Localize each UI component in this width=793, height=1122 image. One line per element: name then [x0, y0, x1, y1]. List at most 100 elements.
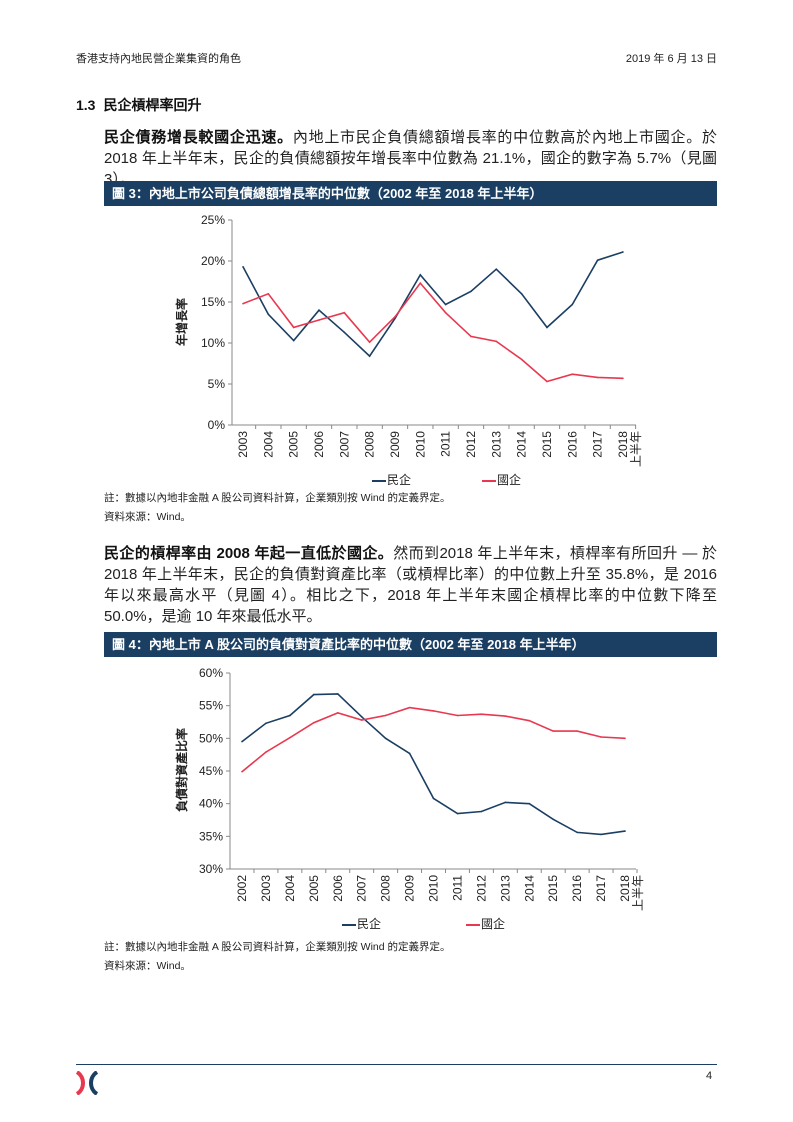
- data-point: [528, 802, 531, 805]
- data-point: [600, 833, 602, 836]
- x-tick-label-suffix: 上半年: [629, 431, 643, 467]
- y-tick-label: 35%: [199, 829, 223, 843]
- data-point: [289, 736, 291, 739]
- data-point: [336, 712, 339, 714]
- x-tick-label: 2004: [261, 431, 275, 458]
- data-point: [432, 797, 435, 800]
- data-point: [456, 812, 459, 815]
- data-point: [504, 801, 507, 804]
- y-tick-label: 45%: [199, 764, 223, 778]
- y-tick-label: 0%: [208, 418, 226, 432]
- document-date: 2019 年 6 月 13 日: [625, 53, 717, 65]
- data-point: [576, 730, 578, 732]
- legend-swatch: [482, 479, 496, 482]
- data-point: [432, 710, 435, 712]
- data-point: [336, 693, 339, 695]
- data-point: [313, 721, 315, 724]
- data-point: [318, 319, 320, 321]
- series-line-private: [242, 251, 624, 358]
- x-tick-label: 2005: [307, 875, 321, 902]
- figure-3-title: 圖 3：內地上市公司負債總額增長率的中位數（2002 年至 2018 年上半年）: [104, 181, 717, 206]
- series-line-state: [242, 281, 624, 383]
- x-tick-label: 2017: [591, 431, 605, 458]
- x-tick-label: 2007: [355, 875, 369, 902]
- data-point: [444, 311, 447, 314]
- x-tick-label: 2014: [522, 875, 536, 902]
- y-tick-label: 30%: [199, 862, 223, 876]
- paragraph-1-lead: 民企債務增長較國企迅速。: [104, 129, 293, 146]
- data-point: [267, 293, 270, 295]
- x-tick-label: 2017: [594, 875, 608, 902]
- data-point: [241, 770, 243, 773]
- section-title: 民企槓桿率回升: [103, 97, 202, 113]
- data-point: [546, 380, 548, 383]
- data-point: [318, 309, 320, 312]
- x-tick-label: 2005: [287, 431, 301, 458]
- paragraph-1-body: 內地上市民企負債總額增長率的中位數高於內地上市國企。於 2018 年上半年末，民…: [104, 129, 717, 188]
- x-tick-label: 2012: [464, 431, 478, 458]
- data-point: [343, 331, 346, 334]
- data-point: [394, 315, 396, 318]
- series-line-private: [241, 693, 626, 836]
- series-line-state: [241, 706, 626, 773]
- data-point: [289, 714, 291, 717]
- x-tick-label: 2004: [283, 875, 297, 902]
- x-tick-label: 2003: [259, 875, 273, 902]
- x-tick-label: 2018: [618, 875, 632, 902]
- data-point: [408, 752, 411, 755]
- x-tick-label: 2009: [388, 431, 402, 458]
- legend-label: 國企: [497, 473, 522, 487]
- paragraph-2-lead: 民企的槓桿率由 2008 年起一直低於國企。: [104, 545, 394, 562]
- x-tick-label: 2010: [413, 431, 427, 458]
- document-title: 香港支持內地民營企業集資的角色: [76, 53, 241, 65]
- x-tick-label: 2016: [570, 875, 584, 902]
- y-tick-label: 60%: [199, 666, 223, 680]
- paragraph-2: 民企的槓桿率由 2008 年起一直低於國企。然而到2018 年上半年末，槓桿率有…: [104, 543, 717, 627]
- x-tick-label: 2009: [403, 875, 417, 902]
- data-point: [241, 740, 243, 743]
- section-number: 1.3: [76, 97, 96, 113]
- data-point: [480, 713, 483, 715]
- x-tick-label: 2007: [337, 431, 351, 458]
- data-point: [546, 326, 548, 329]
- legend-swatch: [342, 923, 356, 926]
- y-tick-label: 15%: [201, 295, 225, 309]
- data-point: [520, 358, 523, 361]
- x-tick-label: 2008: [363, 431, 377, 458]
- x-tick-label: 2013: [489, 431, 503, 458]
- x-tick-label: 2003: [236, 431, 250, 458]
- data-point: [480, 810, 483, 813]
- paragraph-2-body: 然而到2018 年上半年末，槓桿率有所回升 — 於 2018 年上半年末，民企的…: [104, 545, 717, 625]
- x-tick-label: 2002: [235, 875, 249, 902]
- figure-3-legend-state: 國企: [482, 471, 521, 488]
- legend-label: 民企: [357, 917, 382, 931]
- y-tick-label: 10%: [201, 336, 225, 350]
- data-point: [470, 335, 472, 338]
- y-axis-label: 負債對資產比率: [174, 728, 189, 812]
- x-tick-label: 2008: [379, 875, 393, 902]
- data-point: [624, 737, 626, 740]
- figure-3-source: 資料來源：Wind。: [104, 511, 191, 523]
- x-tick-label: 2012: [474, 875, 488, 902]
- x-tick-label: 2006: [312, 431, 326, 458]
- data-point: [470, 290, 472, 293]
- figure-4-legend-private: 民企: [342, 915, 381, 932]
- data-point: [596, 376, 599, 379]
- data-point: [384, 737, 387, 740]
- x-tick-label: 2013: [498, 875, 512, 902]
- figure-4-note: 註：數據以內地非金融 A 股公司資料計算，企業類別按 Wind 的定義界定。: [104, 941, 451, 953]
- x-tick-label: 2011: [450, 875, 464, 901]
- data-point: [265, 751, 267, 753]
- page-number: 4: [706, 1070, 713, 1082]
- figure-4-source: 資料來源：Wind。: [104, 960, 191, 972]
- y-tick-label: 55%: [199, 699, 223, 713]
- figure-4-legend-state: 國企: [466, 915, 505, 932]
- legend-swatch: [466, 923, 480, 926]
- data-point: [622, 251, 624, 253]
- y-tick-label: 25%: [201, 213, 225, 227]
- figure-4-title: 圖 4：內地上市 A 股公司的負債對資產比率的中位數（2002 年至 2018 …: [104, 632, 717, 657]
- data-point: [343, 311, 346, 314]
- data-point: [360, 715, 363, 718]
- data-point: [242, 302, 244, 305]
